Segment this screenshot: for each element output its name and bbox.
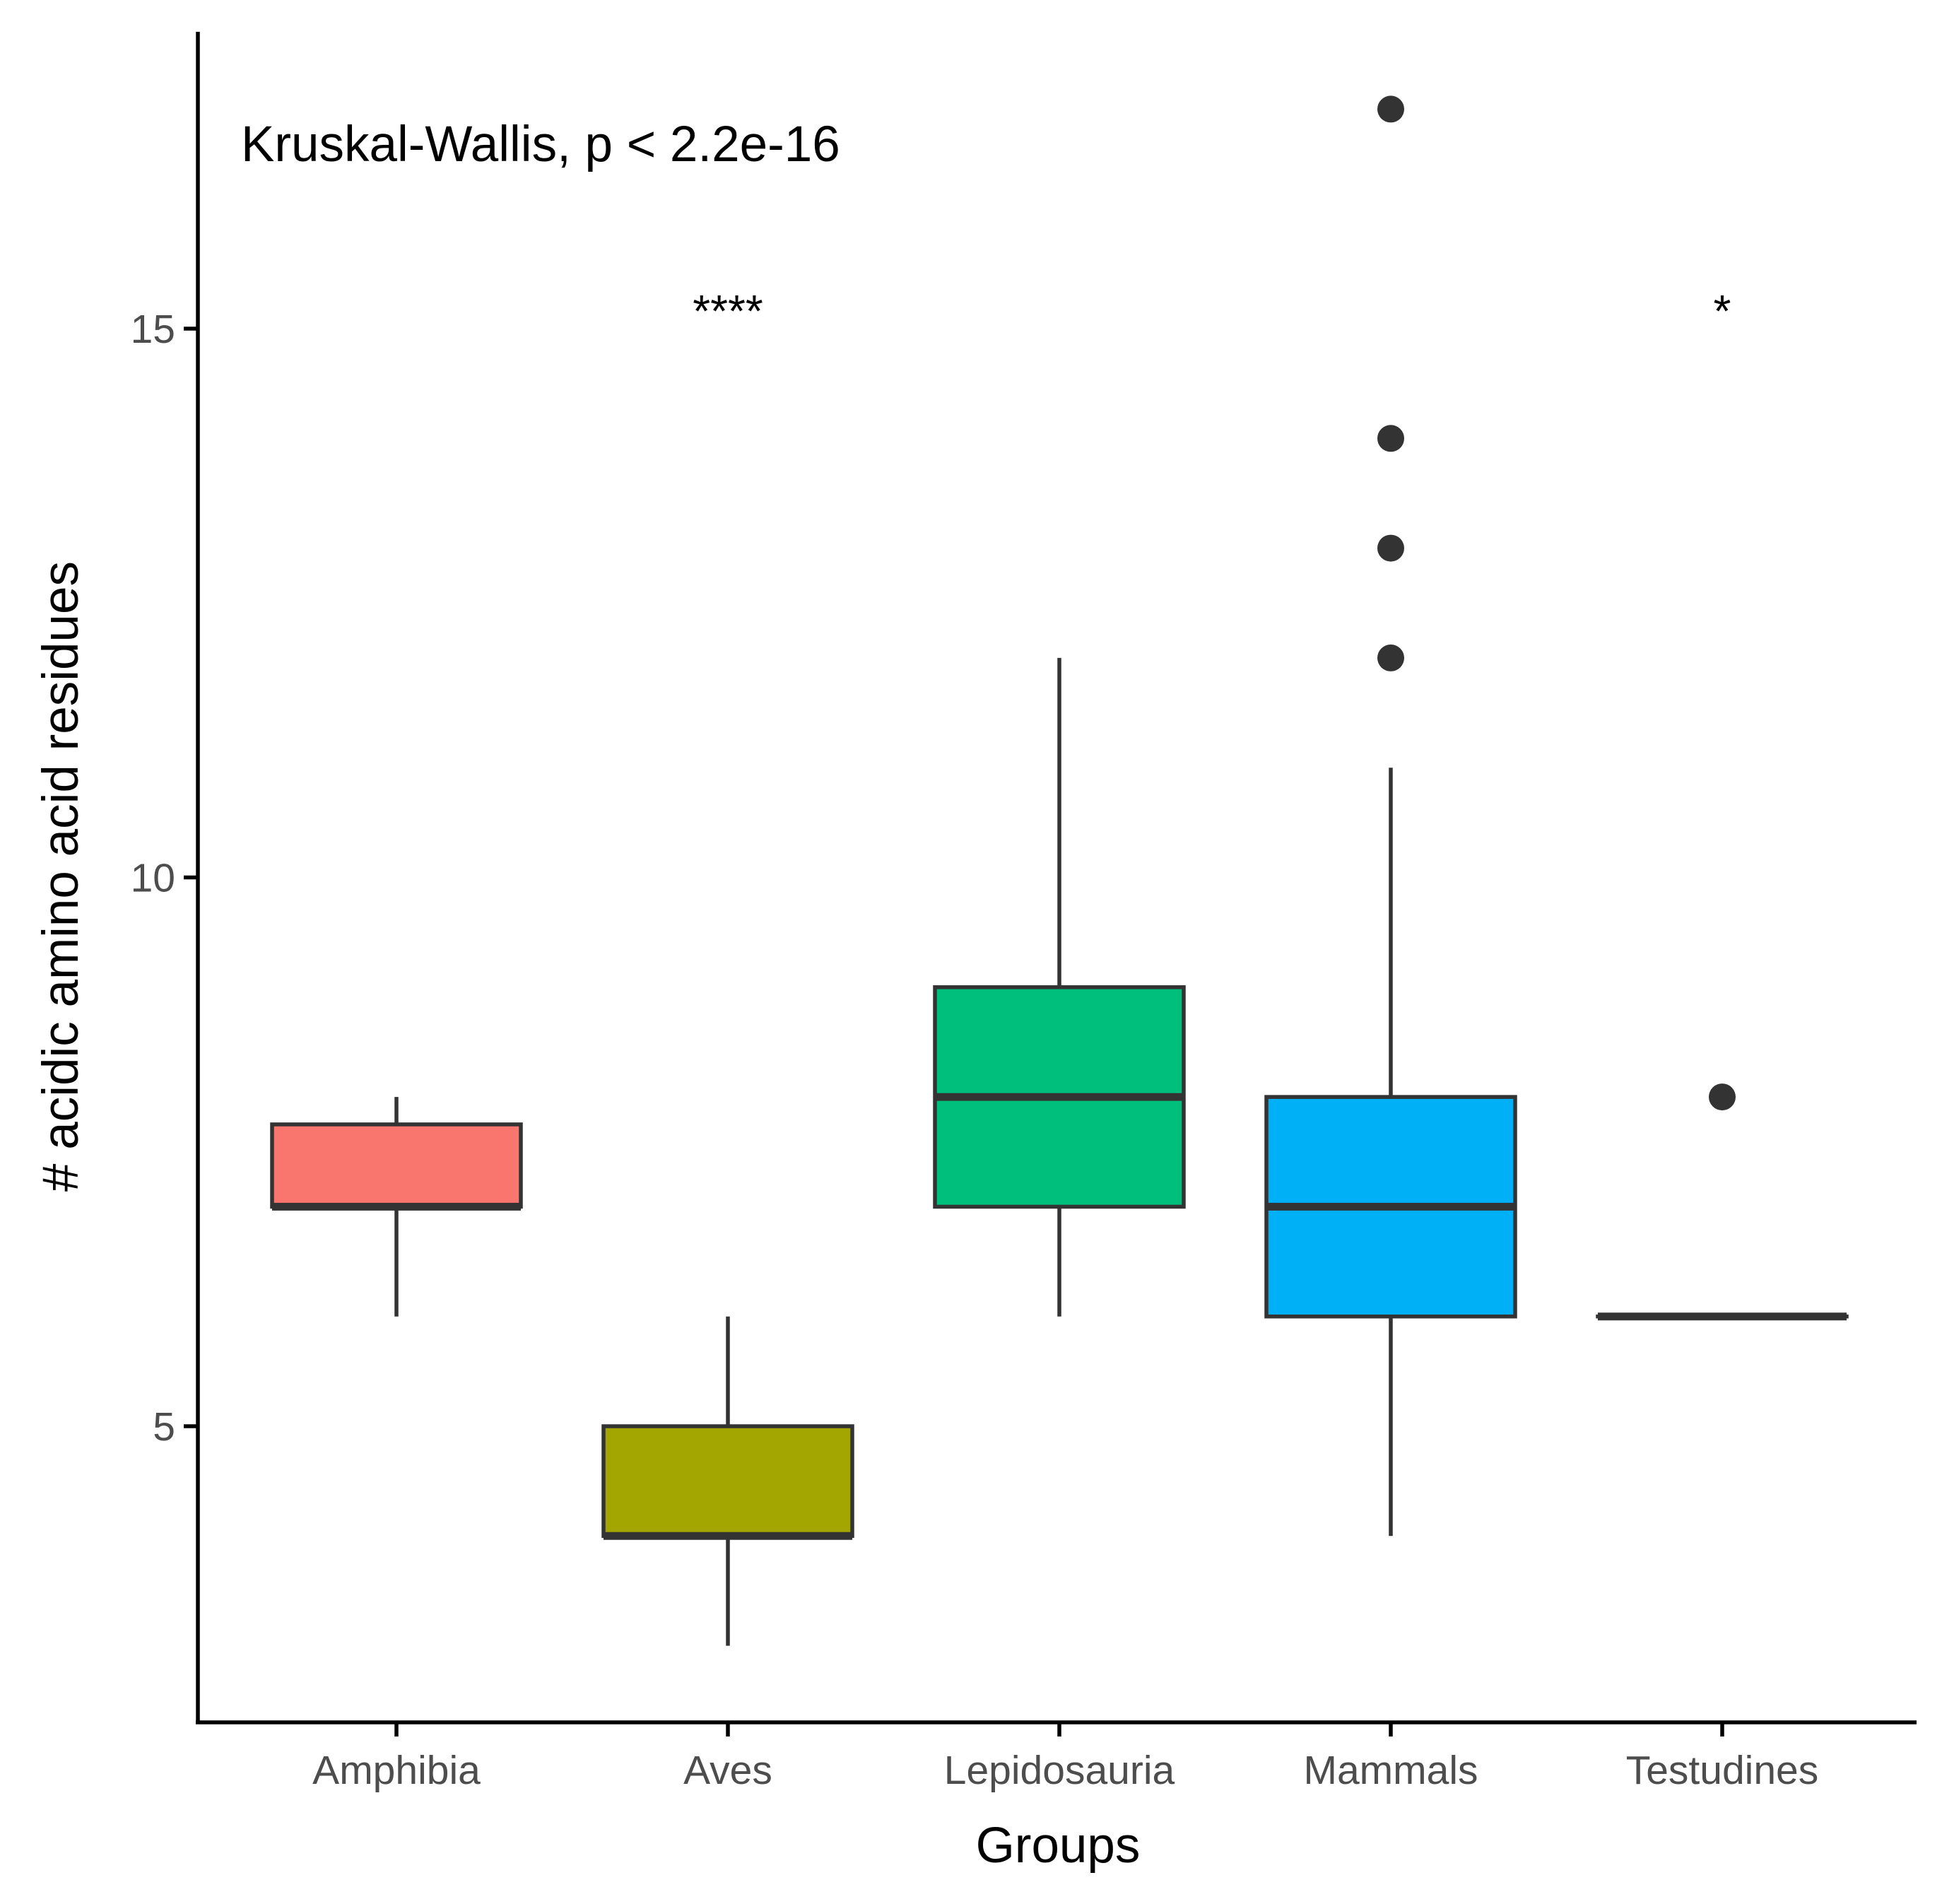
x-tick-label-lepidosauria: Lepidosauria [944, 1748, 1175, 1793]
kruskal-wallis-annotation: Kruskal-Wallis, p < 2.2e-16 [241, 117, 840, 172]
y-axis-title: # acidic amino acid residues [33, 561, 89, 1192]
significance-label-testudines: * [1714, 286, 1731, 336]
y-tick-label: 15 [131, 307, 175, 352]
box-body [270, 1122, 523, 1209]
significance-labels: **** * [693, 286, 1731, 336]
x-tick-label-aves: Aves [683, 1748, 772, 1793]
x-tick-label-mammals: Mammals [1303, 1748, 1478, 1793]
outlier-point [1377, 95, 1404, 123]
x-tick-label-amphibia: Amphibia [312, 1748, 481, 1793]
outliers-layer [1377, 95, 1736, 1111]
significance-label-aves: **** [693, 286, 763, 336]
box-body [601, 1424, 854, 1539]
outlier-point [1377, 534, 1404, 562]
outlier-point [1377, 644, 1404, 671]
x-tick-label-testudines: Testudines [1626, 1748, 1819, 1793]
boxes-layer [270, 657, 1849, 1646]
plot-area: **** * [270, 95, 1849, 1646]
x-axis-title: Groups [976, 1818, 1141, 1874]
box-mammals [1264, 768, 1517, 1536]
y-axis-ticks: 5 10 15 [131, 307, 198, 1450]
y-tick-label: 5 [153, 1404, 175, 1450]
box-lepidosauria [933, 657, 1186, 1317]
x-axis-ticks: Amphibia Aves Lepidosauria Mammals Testudine… [312, 1722, 1818, 1793]
box-amphibia [270, 1097, 523, 1317]
outlier-point [1709, 1083, 1736, 1111]
outlier-point [1377, 425, 1404, 452]
box-aves [601, 1316, 854, 1646]
y-tick-label: 10 [131, 856, 175, 901]
